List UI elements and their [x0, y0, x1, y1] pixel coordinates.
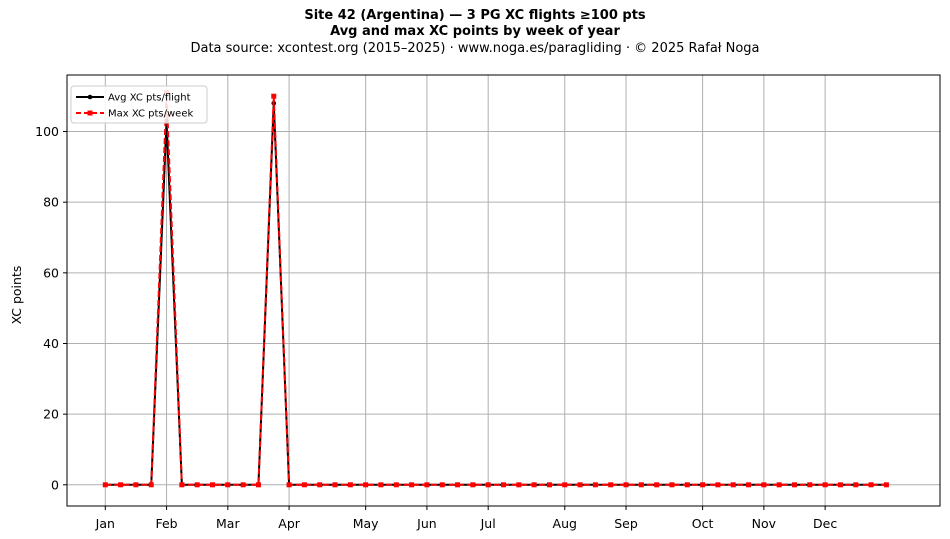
- data-point: [684, 482, 690, 488]
- y-tick-label: 40: [43, 336, 59, 351]
- data-point: [516, 482, 522, 488]
- data-point: [286, 482, 292, 488]
- plot-frame: [66, 74, 941, 507]
- chart-title: Site 42 (Argentina) — 3 PG XC flights ≥1…: [304, 8, 646, 23]
- data-point: [409, 482, 415, 488]
- data-point: [761, 482, 767, 488]
- x-tick-label: Mar: [216, 516, 240, 531]
- data-point: [240, 482, 246, 488]
- y-tick-label: 100: [35, 124, 59, 139]
- data-point: [562, 482, 568, 488]
- x-tick-label: May: [353, 516, 379, 531]
- x-tick-label: Feb: [155, 516, 177, 531]
- data-point: [792, 482, 797, 488]
- data-point: [210, 482, 215, 488]
- y-axis-label: XC points: [9, 266, 24, 325]
- data-point: [730, 482, 736, 488]
- data-point: [669, 482, 675, 488]
- data-point: [807, 482, 813, 488]
- x-tick-label: Jul: [480, 516, 496, 531]
- data-point: [179, 482, 185, 488]
- data-point: [225, 482, 231, 488]
- legend-box: [70, 85, 208, 124]
- data-point: [271, 93, 277, 99]
- chart-subtitle: Avg and max XC points by week of year: [330, 24, 620, 39]
- data-point: [301, 482, 307, 488]
- data-point: [424, 482, 430, 488]
- data-point: [439, 482, 445, 488]
- chart-source-line: Data source: xcontest.org (2015–2025) · …: [190, 41, 760, 56]
- x-tick-label: Jan: [95, 516, 115, 531]
- chart-titles: Site 42 (Argentina) — 3 PG XC flights ≥1…: [0, 8, 950, 57]
- series-line: [105, 91, 887, 486]
- data-point: [118, 482, 124, 488]
- data-point: [378, 482, 384, 488]
- x-tick-label: Aug: [553, 516, 577, 531]
- data-point: [868, 482, 874, 488]
- legend: Avg XC pts/flight Max XC pts/week: [70, 85, 208, 124]
- series-avg: [102, 100, 889, 488]
- data-point: [654, 482, 660, 488]
- data-point: [776, 482, 782, 488]
- x-tick-label: Nov: [752, 516, 777, 531]
- axes: 0 20 40 60 80 100 Jan Feb Mar Apr May Jun Jul Aug Sep O…: [35, 124, 837, 531]
- x-tick-label: Jun: [416, 516, 437, 531]
- data-point: [715, 482, 721, 488]
- data-point: [455, 482, 461, 488]
- legend-label-max: Max XC pts/week: [108, 109, 193, 120]
- legend-marker-avg: [87, 94, 93, 100]
- data-point: [608, 482, 614, 488]
- data-point: [485, 482, 491, 488]
- data-point: [317, 482, 323, 488]
- series-line: [105, 102, 887, 486]
- grid-lines: [67, 75, 940, 506]
- x-tick-label: Apr: [278, 516, 300, 531]
- data-point: [837, 482, 843, 488]
- data-point: [853, 482, 859, 488]
- series-layer: [102, 90, 889, 488]
- data-point: [546, 482, 552, 488]
- data-point: [363, 482, 369, 488]
- data-point: [623, 482, 629, 488]
- data-point: [577, 482, 583, 488]
- y-tick-label: 80: [43, 195, 59, 210]
- data-point: [102, 482, 108, 488]
- data-point: [592, 482, 598, 488]
- x-tick-label: Oct: [692, 516, 714, 531]
- data-point: [148, 482, 154, 488]
- y-tick-label: 0: [51, 477, 59, 492]
- data-point: [746, 482, 752, 488]
- y-tick-label: 60: [43, 265, 59, 280]
- data-point: [501, 482, 506, 488]
- data-point: [332, 482, 338, 488]
- data-point: [347, 482, 353, 488]
- x-tick-label: Dec: [813, 516, 837, 531]
- data-point: [393, 482, 399, 488]
- data-point: [194, 482, 200, 488]
- data-point: [255, 482, 261, 488]
- data-point: [133, 482, 139, 488]
- data-point: [883, 482, 889, 488]
- legend-label-avg: Avg XC pts/flight: [108, 93, 191, 104]
- data-point: [700, 482, 706, 488]
- y-tick-label: 20: [43, 407, 59, 422]
- data-point: [470, 482, 476, 488]
- x-tick-label: Sep: [614, 516, 638, 531]
- legend-marker-max: [87, 110, 93, 116]
- data-point: [822, 482, 828, 488]
- data-point: [638, 482, 644, 488]
- data-point: [531, 482, 537, 488]
- series-max: [102, 90, 889, 488]
